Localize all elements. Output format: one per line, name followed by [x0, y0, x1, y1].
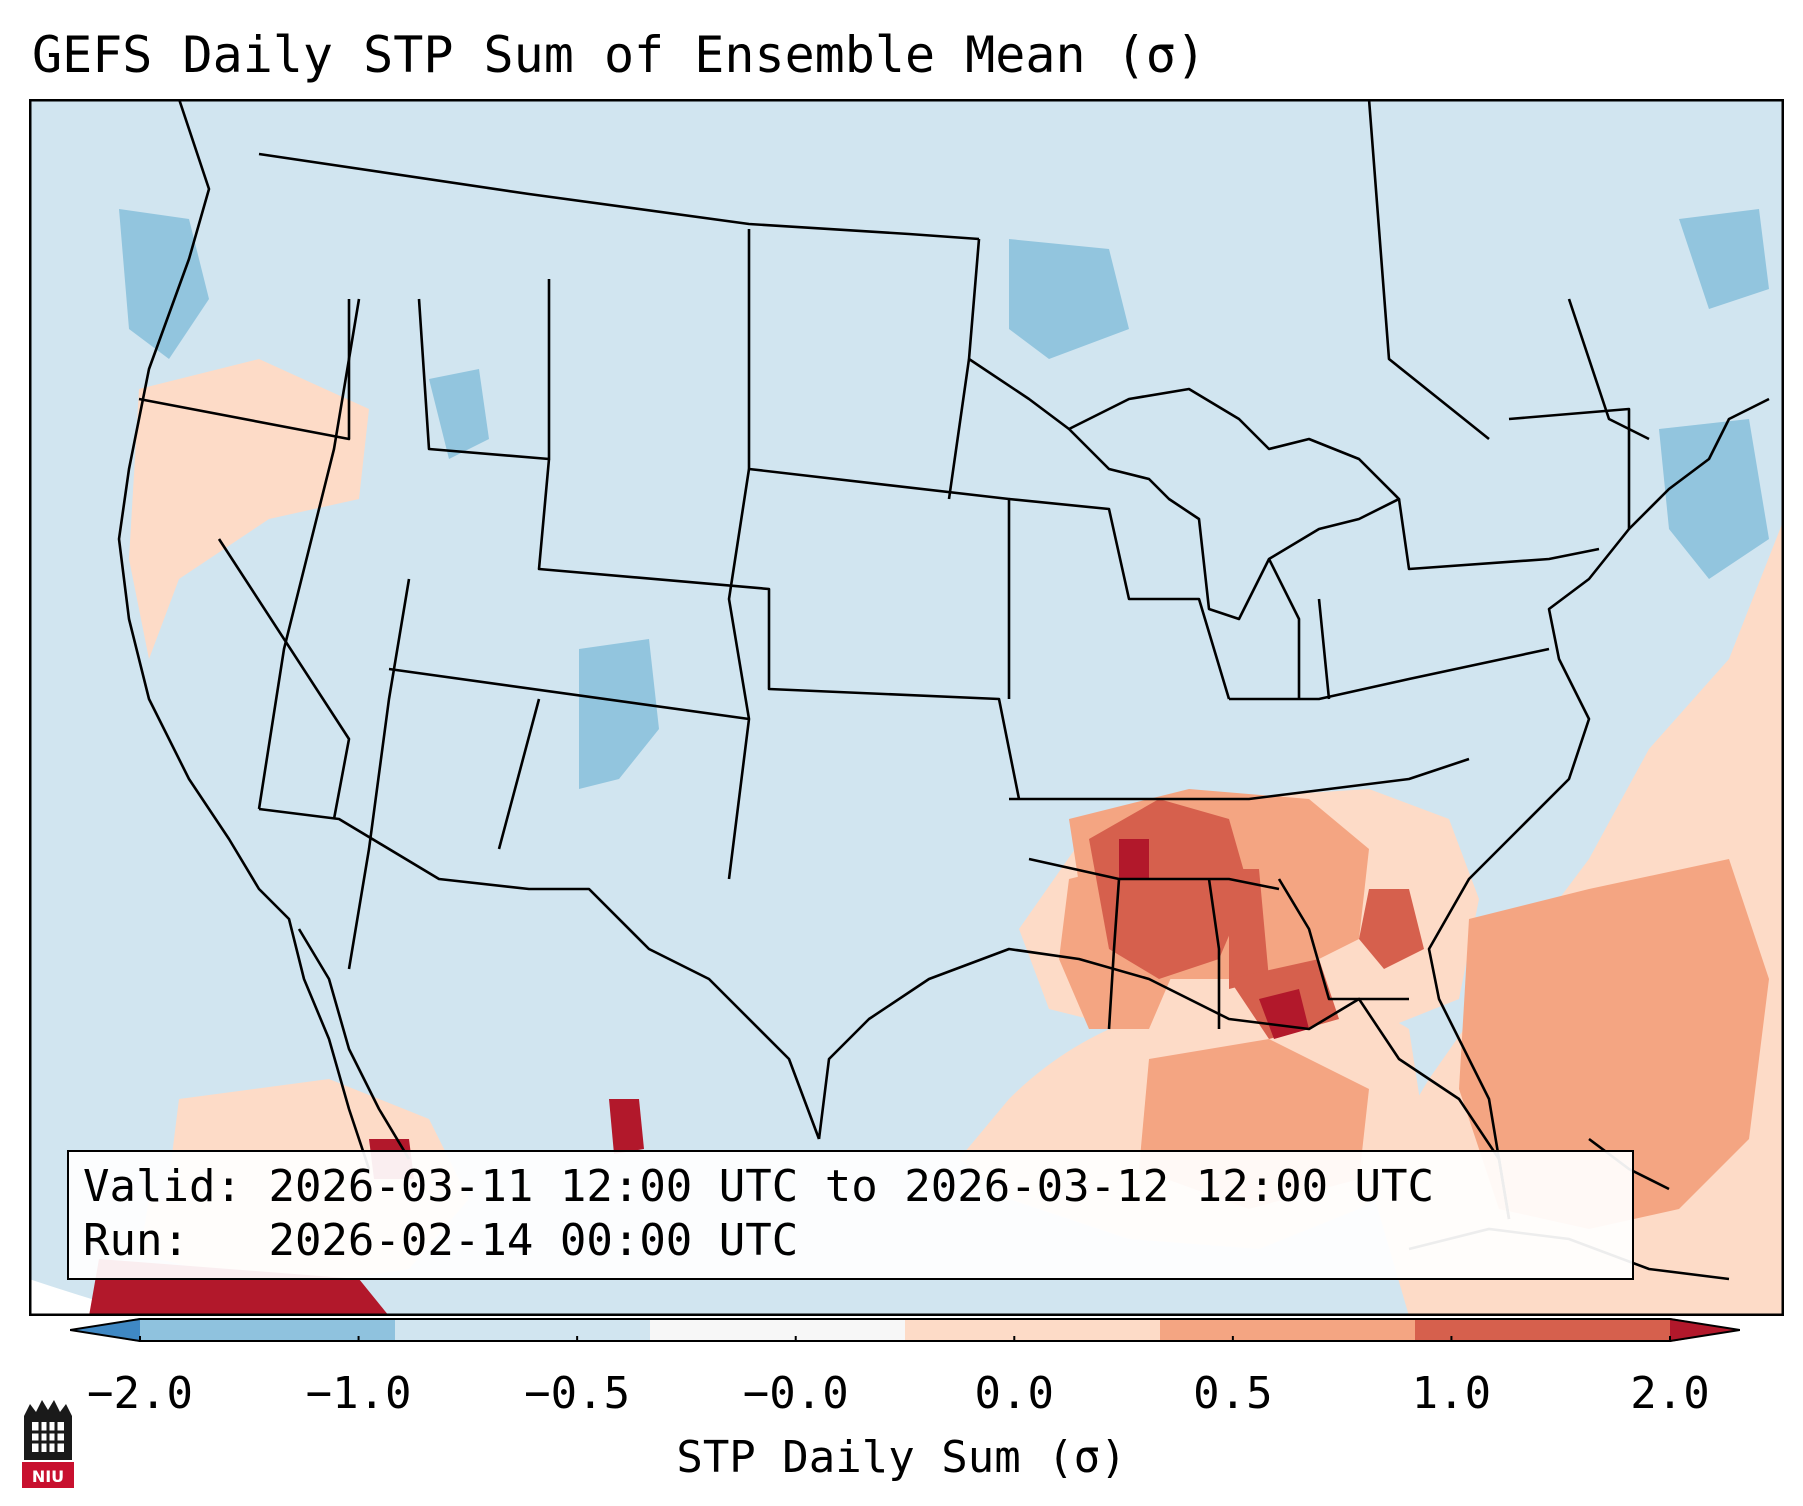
- alabama-red-region: [1229, 869, 1269, 989]
- page-title: GEFS Daily STP Sum of Ensemble Mean (σ): [32, 26, 1206, 84]
- colorbar-segment: [1160, 1318, 1416, 1342]
- state-border-15: [1207, 878, 1221, 1029]
- colorbar-extension-low: [70, 1318, 140, 1342]
- state-border-16: [1277, 878, 1409, 1001]
- valid-label: Valid:: [83, 1161, 242, 1212]
- valid-text: 2026-03-11 12:00 UTC to 2026-03-12 12:00…: [268, 1161, 1435, 1212]
- idaho-blue-region: [429, 369, 489, 459]
- state-border-6: [537, 458, 1021, 800]
- state-border-9: [727, 468, 751, 880]
- colorbar-tick-label: −2.0: [87, 1368, 193, 1419]
- state-border-13: [1028, 857, 1280, 891]
- state-border-1: [138, 299, 351, 441]
- projection-edge-left: [29, 1279, 149, 1316]
- state-border-23: [1267, 558, 1301, 699]
- state-border-25: [1567, 298, 1650, 441]
- colorbar-label: STP Daily Sum (σ): [676, 1432, 1127, 1483]
- colorbar-tick-label: −0.0: [742, 1368, 849, 1419]
- west-coastline: [117, 99, 371, 1170]
- state-border-14: [1107, 878, 1121, 1030]
- colorbar-ticks: −2.0 −1.0 −0.5 −0.0 0.0 0.5 1.0 2.0: [0, 1368, 1803, 1419]
- colorbar-tick-label: 0.0: [974, 1368, 1055, 1419]
- gulf-coastline: [817, 947, 1511, 1220]
- atlantic-medium-red-region: [1459, 859, 1769, 1229]
- state-border-17: [1229, 647, 1550, 701]
- state-border-4: [347, 578, 411, 970]
- canada-border: [258, 152, 980, 241]
- state-border-8: [747, 229, 1011, 699]
- state-border-10: [497, 698, 541, 850]
- washington-blue-region: [119, 209, 209, 359]
- run-text: 2026-02-14 00:00 UTC: [268, 1215, 799, 1266]
- new-england-blue-region: [1659, 419, 1769, 579]
- colorbar-tick-label: 1.0: [1411, 1368, 1492, 1419]
- state-border-21: [967, 238, 1070, 431]
- state-border-7: [388, 667, 750, 721]
- coastlines-and-borders: [117, 99, 1770, 1220]
- colorbar: [70, 1318, 1740, 1342]
- state-border-11: [1008, 497, 1231, 700]
- state-border-22: [947, 358, 971, 500]
- tennessee-dark-red-region: [1119, 839, 1149, 879]
- colorbar-segment: [1415, 1318, 1671, 1342]
- colorbar-segment: [140, 1318, 396, 1342]
- colorbar-segment: [650, 1318, 906, 1342]
- colorbar-tick-label: 2.0: [1630, 1368, 1710, 1419]
- state-border-2: [257, 298, 361, 810]
- state-border-5: [417, 279, 551, 461]
- state-border-19: [1317, 598, 1331, 700]
- colorbar-segment: [905, 1318, 1161, 1342]
- state-border-20: [1508, 407, 1631, 529]
- state-border-3: [217, 538, 351, 820]
- info-box: Valid: 2026-03-11 12:00 UTC to 2026-03-1…: [67, 1150, 1634, 1280]
- colorbar-extension-high: [1670, 1318, 1740, 1342]
- niu-logo: NIU: [22, 1400, 74, 1488]
- mexico-border: [258, 807, 821, 1140]
- mexico-dark-red-region: [609, 1099, 644, 1154]
- niu-logo-text: NIU: [32, 1467, 64, 1486]
- state-border-24: [1367, 99, 1490, 441]
- great-lakes-outline: [1067, 387, 1401, 621]
- atlantic-coastline: [1427, 397, 1770, 1220]
- colorado-blue-region: [579, 639, 659, 789]
- west-coast-light-red-region: [129, 359, 369, 659]
- colorbar-tick-label: −1.0: [305, 1368, 412, 1419]
- colorbar-tick-label: 0.5: [1193, 1368, 1273, 1419]
- minnesota-blue-region: [1009, 239, 1129, 359]
- map-frame-border: [29, 99, 1784, 1316]
- state-border-18: [1397, 498, 1600, 571]
- stp-map: [29, 99, 1784, 1316]
- colorbar-tick-label: −0.5: [524, 1368, 631, 1419]
- state-border-12: [1009, 757, 1470, 801]
- run-label: Run:: [83, 1215, 189, 1266]
- colorbar-segment: [395, 1318, 651, 1342]
- quebec-blue-region: [1679, 209, 1769, 309]
- baja-coastline: [297, 928, 411, 1160]
- georgia-red-region: [1359, 889, 1424, 969]
